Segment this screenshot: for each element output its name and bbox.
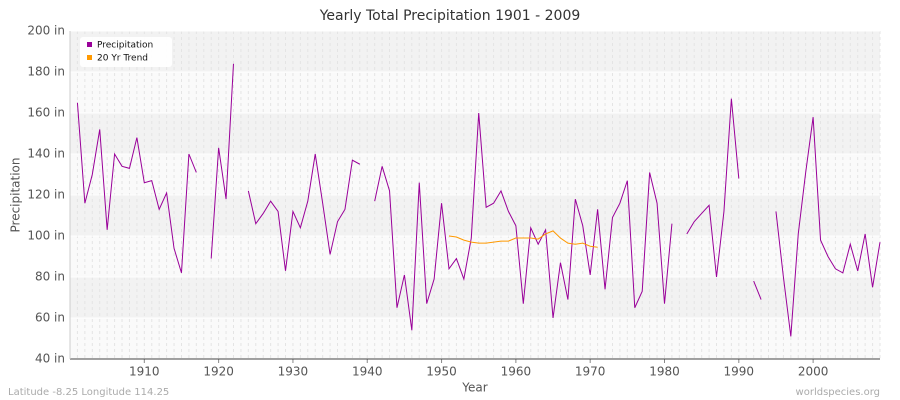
- y-tick-label: 40 in: [35, 352, 65, 366]
- footer-right: worldspecies.org: [796, 387, 880, 398]
- x-tick-label: 1930: [278, 365, 309, 379]
- x-tick-label: 1980: [649, 365, 680, 379]
- grid-band: [70, 195, 880, 236]
- x-axis-label: Year: [461, 381, 487, 395]
- chart-title: Yearly Total Precipitation 1901 - 2009: [319, 8, 581, 24]
- y-tick-label: 160 in: [27, 106, 65, 120]
- y-tick-label: 60 in: [35, 311, 65, 325]
- grid-band: [70, 277, 880, 318]
- y-tick-label: 140 in: [27, 147, 65, 161]
- footer-left: Latitude -8.25 Longitude 114.25: [8, 387, 169, 398]
- series-line: [76, 63, 881, 337]
- grid-band: [70, 31, 880, 72]
- y-tick-label: 120 in: [27, 188, 65, 202]
- legend-swatch: [87, 55, 92, 60]
- legend-label: 20 Yr Trend: [97, 54, 148, 64]
- y-tick-label: 100 in: [27, 229, 65, 243]
- x-tick-label: 1910: [129, 365, 160, 379]
- y-tick-label: 180 in: [27, 65, 65, 79]
- grid-band: [70, 318, 880, 359]
- x-tick-label: 1920: [203, 365, 234, 379]
- series-line: [448, 230, 598, 248]
- x-tick-label: 1990: [724, 365, 755, 379]
- y-tick-label: 200 in: [27, 24, 65, 38]
- y-tick-label: 80 in: [35, 270, 65, 284]
- x-tick-label: 1950: [426, 365, 457, 379]
- legend-label: Precipitation: [97, 41, 153, 51]
- x-tick-label: 2000: [798, 365, 829, 379]
- grid-band: [70, 113, 880, 154]
- legend-swatch: [87, 42, 92, 47]
- grid-band: [70, 72, 880, 113]
- x-tick-label: 1960: [501, 365, 532, 379]
- x-tick-label: 1970: [575, 365, 606, 379]
- legend-box: [80, 37, 172, 67]
- y-axis-label: Precipitation: [9, 157, 23, 232]
- grid-band: [70, 236, 880, 277]
- x-tick-label: 1940: [352, 365, 383, 379]
